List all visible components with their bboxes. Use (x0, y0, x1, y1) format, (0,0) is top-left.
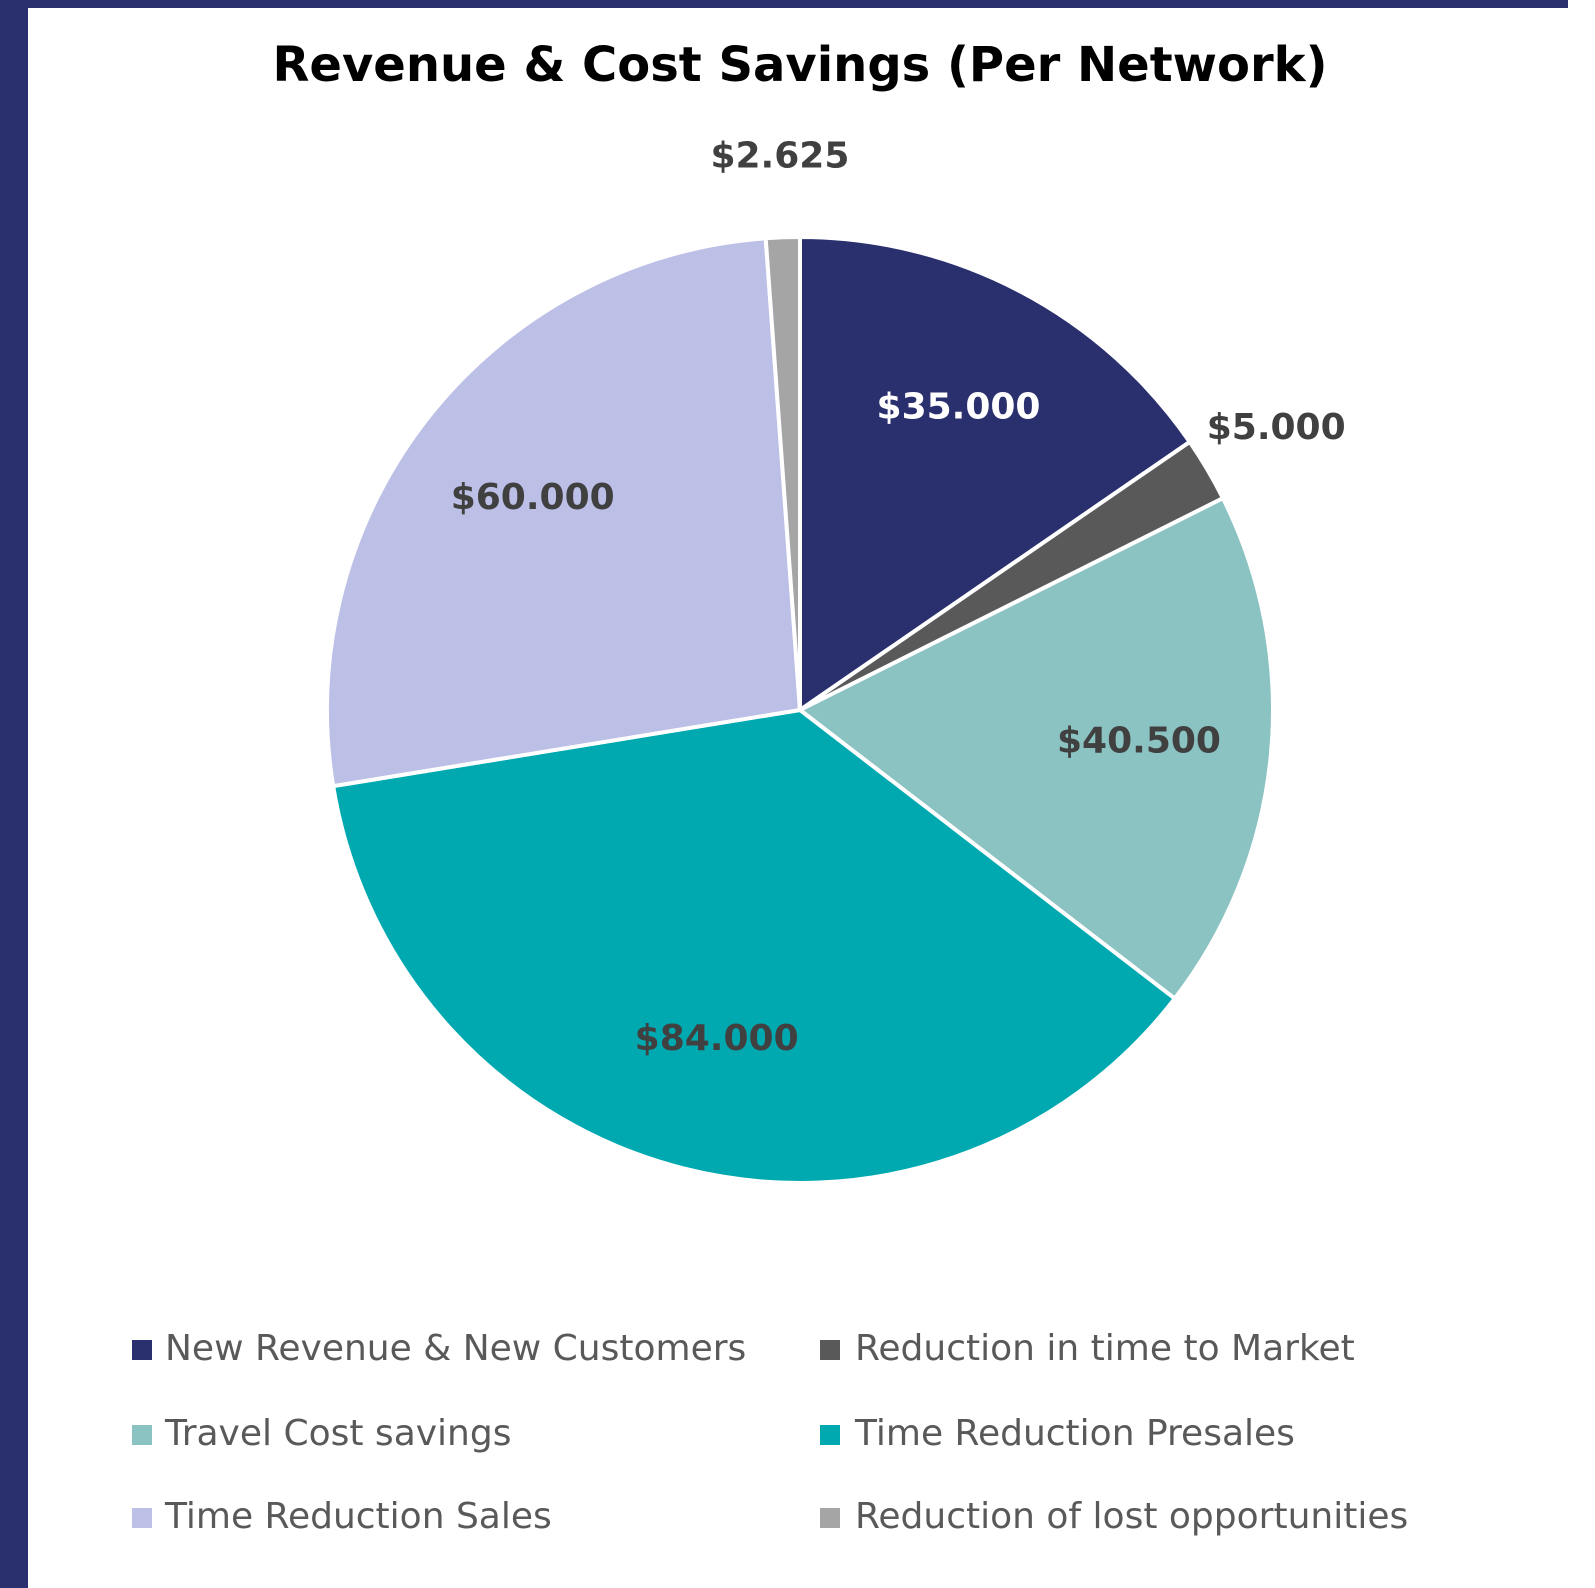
pie-slice (763, 234, 802, 711)
data-label: $84.000 (635, 1018, 799, 1059)
legend-swatch (132, 1508, 152, 1528)
data-label: $5.000 (1207, 407, 1346, 448)
legend-label: New Revenue & New Customers (165, 1328, 746, 1369)
legend-label: Time Reduction Sales (164, 1496, 552, 1537)
legend-label: Reduction in time to Market (855, 1328, 1355, 1369)
data-label: $2.625 (710, 135, 849, 176)
legend-swatch (820, 1425, 840, 1445)
frame-top (0, 0, 1568, 8)
data-label: $40.500 (1057, 721, 1221, 762)
legend-swatch (132, 1340, 152, 1360)
legend-swatch (820, 1340, 840, 1360)
legend-swatch (132, 1425, 152, 1445)
legend-label: Time Reduction Presales (854, 1413, 1295, 1454)
frame-left (0, 0, 28, 1588)
pie-slice (798, 234, 1193, 714)
legend-label: Travel Cost savings (164, 1413, 511, 1454)
data-label: $60.000 (451, 477, 615, 518)
pie-slice (330, 707, 1178, 1186)
chart-title: Revenue & Cost Savings (Per Network) (272, 37, 1327, 93)
pie-slice (796, 495, 1275, 1002)
data-label: $35.000 (877, 387, 1041, 428)
legend-label: Reduction of lost opportunities (855, 1496, 1408, 1537)
legend-swatch (820, 1508, 840, 1528)
pie-slice (325, 236, 803, 789)
